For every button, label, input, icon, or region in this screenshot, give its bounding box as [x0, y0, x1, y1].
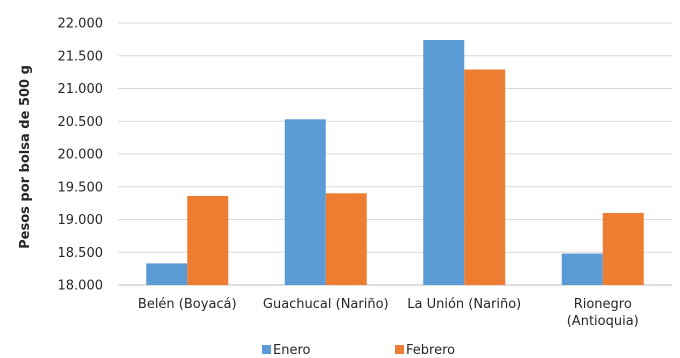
bar-febrero [464, 69, 506, 285]
y-tick-label: 22.000 [58, 17, 104, 32]
x-category-label: Belén (Boyacá) [138, 297, 237, 312]
x-axis-categories: Belén (Boyacá) Guachucal (Nariño) La Unión… [138, 297, 639, 329]
legend: Enero Febrero [262, 343, 455, 358]
legend-swatch-enero [262, 345, 271, 354]
y-tick-label: 21.500 [58, 49, 104, 64]
y-tick-label: 19.000 [58, 213, 104, 228]
bar-febrero [187, 195, 229, 285]
legend-swatch-febrero [395, 345, 404, 354]
y-tick-label: 20.000 [58, 148, 104, 163]
bar-febrero [325, 193, 367, 285]
y-tick-label: 18.500 [58, 246, 104, 261]
bar-enero [423, 40, 465, 285]
y-axis-ticks: 18.000 18.500 19.000 19.500 20.000 20.500 21.0… [58, 17, 104, 294]
bars [146, 40, 644, 285]
x-category-label: Guachucal (Nariño) [263, 297, 389, 312]
bar-enero [146, 263, 188, 285]
y-tick-label: 19.500 [58, 180, 104, 195]
y-tick-label: 18.000 [58, 279, 104, 294]
legend-label-enero: Enero [273, 343, 311, 358]
x-category-label: La Unión (Nariño) [407, 297, 521, 312]
y-tick-label: 20.500 [58, 115, 104, 130]
bar-enero [561, 253, 603, 285]
y-axis-label: Pesos por bolsa de 500 g [18, 65, 33, 249]
x-category-label: Rionegro (Antioquia) [567, 297, 639, 329]
legend-label-febrero: Febrero [406, 343, 455, 358]
bar-enero [284, 119, 326, 285]
bar-febrero [602, 212, 644, 285]
y-tick-label: 21.000 [58, 82, 104, 97]
